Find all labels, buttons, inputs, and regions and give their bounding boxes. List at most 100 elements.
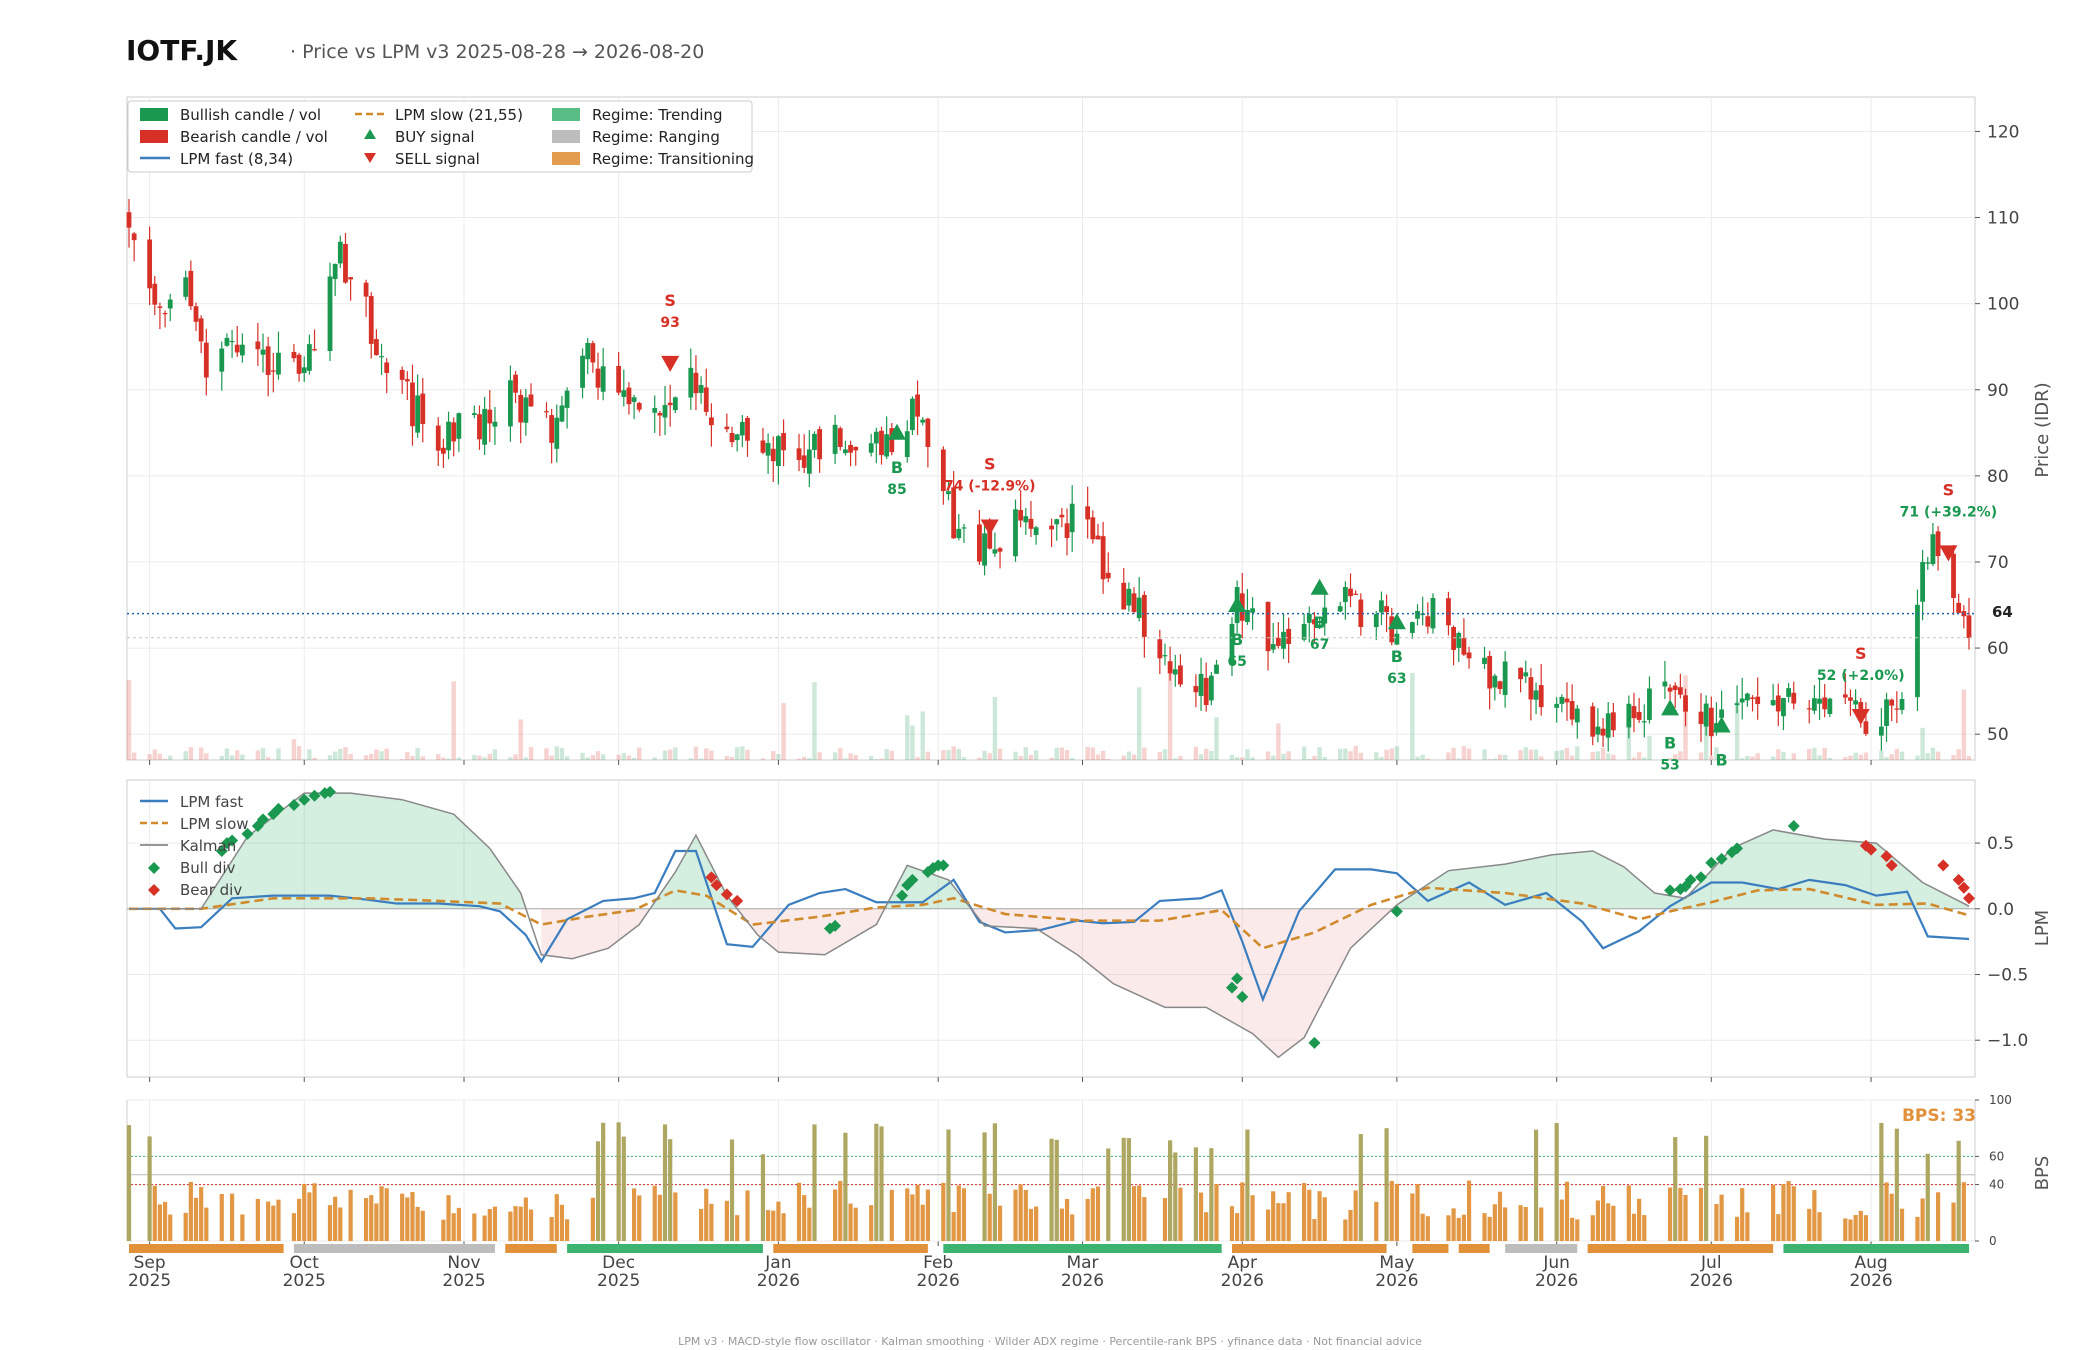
volume-bar (848, 753, 853, 760)
candle-body (1270, 644, 1276, 650)
bps-bar (338, 1207, 343, 1241)
candle-body (672, 397, 678, 411)
volume-bar (1858, 754, 1863, 760)
legend-bullish-candle: Bullish candle / vol (180, 106, 321, 124)
volume-bar (585, 757, 590, 760)
series-lpm-slow (129, 886, 1970, 950)
candle-body (1894, 708, 1900, 710)
candle-body (446, 421, 451, 451)
candle-body (600, 366, 606, 392)
candle-body (1389, 616, 1395, 643)
candle-body (1358, 599, 1364, 628)
bps-bar (956, 1185, 961, 1241)
bps-bar (1193, 1147, 1198, 1241)
candle-body (688, 367, 694, 398)
bull-div-marker (1664, 884, 1677, 897)
bps-bar (508, 1211, 513, 1241)
candle-body (1827, 698, 1833, 715)
candle-body (131, 233, 137, 241)
candle-body (1461, 638, 1467, 655)
candle-body (296, 354, 302, 374)
bps-bar (1518, 1205, 1523, 1241)
bps-bar (704, 1188, 709, 1241)
bear-div-marker (720, 888, 733, 901)
candle-body (1791, 692, 1797, 704)
candle-body (817, 429, 823, 460)
volume-bar (1956, 749, 1961, 760)
x-tick-label-month: Nov (447, 1253, 480, 1273)
candle-body (203, 342, 209, 378)
candle-body (801, 455, 807, 468)
volume-bar (1121, 755, 1126, 760)
volume-bar (1229, 754, 1235, 760)
bps-bar (941, 1182, 946, 1241)
candle-body (1425, 616, 1431, 627)
candle-body (832, 424, 838, 454)
candle-body (1229, 623, 1235, 666)
candle-body (1884, 699, 1889, 726)
volume-bar (327, 755, 333, 760)
volume-bar (229, 755, 235, 760)
bps-bar (1286, 1192, 1291, 1241)
volume-bar (1533, 749, 1539, 760)
volume-bar (348, 753, 353, 760)
bps-bar (1935, 1192, 1941, 1241)
price-y-tick-label: 110 (1987, 209, 2019, 229)
bps-bar (915, 1184, 920, 1241)
volume-bar (265, 757, 271, 760)
price-plot-area (126, 96, 1976, 761)
candle-body (1626, 703, 1632, 728)
bps-bar (1961, 1182, 1966, 1241)
candle-body (1842, 694, 1848, 698)
candle-body (1286, 628, 1292, 645)
candle-body (327, 276, 333, 351)
volume-bar (688, 758, 693, 760)
candle-body (1028, 518, 1034, 529)
price-y-tick-label: 70 (1987, 553, 2009, 573)
bps-y-tick-label: 60 (1989, 1149, 2004, 1163)
bps-bar (1590, 1215, 1595, 1241)
volume-bar (472, 754, 477, 760)
buy-signal: B 63 (1387, 613, 1407, 687)
sell-signal: S 74 (-12.9%) (944, 455, 1036, 536)
page-subtitle: · Price vs LPM v3 2025-08-28 → 2026-08-2… (290, 41, 704, 63)
bps-bar (1698, 1187, 1704, 1241)
volume-bar (1173, 758, 1178, 760)
bps-bar (1302, 1183, 1307, 1241)
volume-bar (1487, 759, 1492, 760)
bps-bar (1600, 1185, 1606, 1241)
x-tick-label-year: 2025 (597, 1271, 640, 1291)
bps-bar (1523, 1206, 1528, 1241)
bps-bar (374, 1203, 379, 1241)
candle-body (1394, 633, 1400, 645)
candle-body (306, 344, 312, 371)
volume-bar (1410, 672, 1415, 760)
volume-bar (1415, 756, 1420, 760)
volume-bar (456, 757, 462, 760)
volume-bar (410, 755, 415, 760)
volume-bar (1240, 757, 1245, 760)
volume-bar (276, 748, 281, 760)
legend-bear-div-icon (148, 884, 160, 896)
candle-body (368, 296, 374, 344)
volume-bar (1822, 747, 1827, 760)
volume-bar (1667, 757, 1673, 760)
candle-body (770, 448, 776, 462)
bps-bar (405, 1197, 410, 1241)
volume-bar (1028, 754, 1034, 760)
bps-bar (1575, 1219, 1580, 1241)
candle-body (234, 344, 240, 353)
bps-bar (662, 1124, 668, 1241)
bps-bar (518, 1206, 523, 1241)
volume-bar (1564, 747, 1570, 760)
volume-bar (637, 747, 642, 760)
bps-bar (1353, 1190, 1358, 1241)
bps-bar (1240, 1182, 1245, 1241)
volume-bar (204, 753, 209, 760)
candle-body (1203, 677, 1209, 705)
candle-body (270, 370, 276, 372)
volume-bar (168, 755, 173, 760)
volume-bar (1466, 748, 1472, 760)
candle-body (1698, 711, 1704, 725)
candle-body (1178, 665, 1183, 685)
